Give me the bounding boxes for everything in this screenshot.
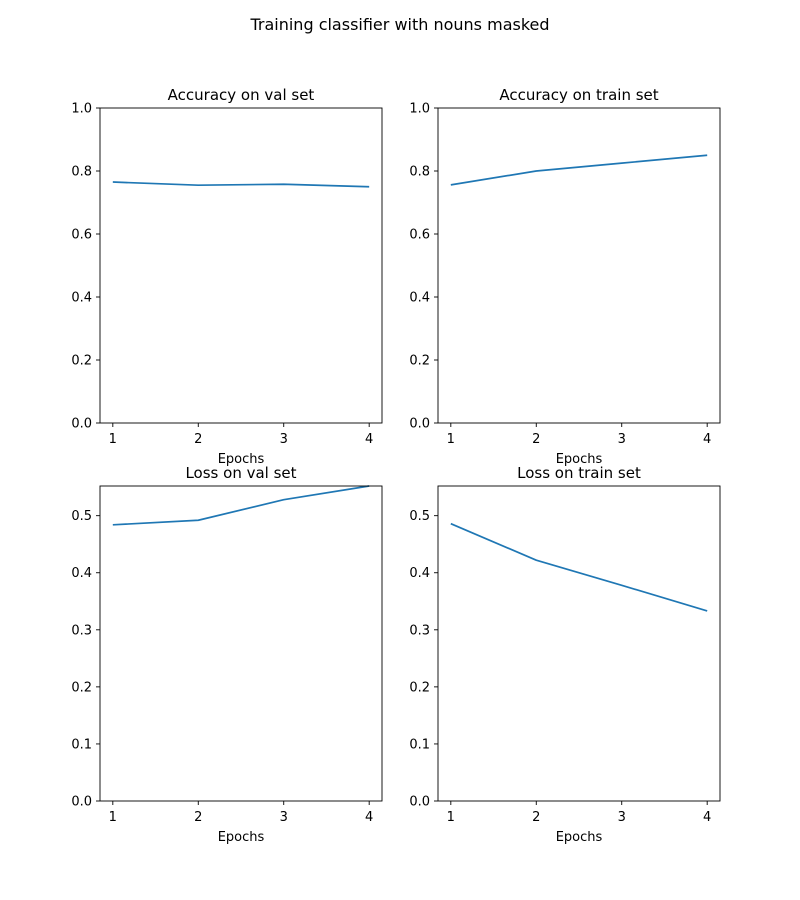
axes-frame — [99, 107, 383, 424]
y-tick-label: 0.5 — [71, 509, 92, 524]
y-tick-label: 0.2 — [71, 354, 92, 369]
y-tick-label: 0.8 — [71, 165, 92, 180]
subplot-title: Loss on val set — [185, 464, 296, 482]
y-tick-label: 0.4 — [409, 566, 430, 581]
subplot-title: Accuracy on val set — [168, 86, 315, 104]
subplot-title: Loss on train set — [517, 464, 641, 482]
y-tick-label: 0.2 — [409, 354, 430, 369]
x-tick-label: 3 — [280, 432, 288, 447]
x-tick-label: 4 — [365, 810, 373, 825]
y-tick-label: 0.4 — [409, 291, 430, 306]
x-axis-label: Epochs — [218, 830, 265, 845]
subplot-4: Loss on train set 1 2 3 4 0.0 0.1 0.2 0.3 0.4 0.5 E… — [409, 464, 721, 845]
y-tick-label: 0.2 — [409, 680, 430, 695]
y-tick-label: 0.0 — [71, 795, 92, 810]
subplot-title: Accuracy on train set — [499, 86, 658, 104]
y-tick-label: 0.8 — [409, 165, 430, 180]
y-tick-label: 0.0 — [409, 795, 430, 810]
y-tick-label: 1.0 — [71, 102, 92, 117]
axes-frame — [437, 485, 721, 802]
series-line — [450, 154, 708, 186]
x-axis-label: Epochs — [556, 452, 603, 467]
y-tick-label: 0.3 — [409, 623, 430, 638]
x-axis-label: Epochs — [556, 830, 603, 845]
x-tick-label: 3 — [618, 810, 626, 825]
y-tick-label: 0.1 — [71, 737, 92, 752]
y-tick-label: 0.4 — [71, 291, 92, 306]
y-tick-label: 0.6 — [409, 228, 430, 243]
series-line — [112, 181, 370, 188]
x-axis-label: Epochs — [218, 452, 265, 467]
y-tick-label: 0.6 — [71, 228, 92, 243]
y-tick-label: 0.0 — [409, 417, 430, 432]
subplot-grid: Accuracy on val set 1 2 3 4 0.0 0.2 0.4 0.6 0.8 1.… — [71, 86, 721, 845]
series-line — [112, 485, 370, 526]
y-tick-label: 0.5 — [409, 509, 430, 524]
x-tick-label: 1 — [109, 432, 117, 447]
axes-frame — [99, 485, 383, 802]
x-tick-label: 2 — [532, 810, 540, 825]
subplot-2: Accuracy on train set 1 2 3 4 0.0 0.2 0.4 0.6 0.8… — [409, 86, 721, 467]
x-tick-label: 3 — [618, 432, 626, 447]
x-tick-label: 2 — [194, 810, 202, 825]
x-tick-label: 1 — [109, 810, 117, 825]
axes-frame — [437, 107, 721, 424]
x-tick-label: 4 — [703, 810, 711, 825]
y-tick-label: 0.4 — [71, 566, 92, 581]
x-tick-label: 1 — [447, 432, 455, 447]
subplot-1: Accuracy on val set 1 2 3 4 0.0 0.2 0.4 0.6 0.8 1.… — [71, 86, 383, 467]
y-tick-label: 0.0 — [71, 417, 92, 432]
y-tick-label: 0.2 — [71, 680, 92, 695]
subplot-3: Loss on val set 1 2 3 4 0.0 0.1 0.2 0.3 0.4 0.5 Epo… — [71, 464, 383, 845]
x-tick-label: 4 — [703, 432, 711, 447]
x-tick-label: 2 — [194, 432, 202, 447]
y-tick-label: 1.0 — [409, 102, 430, 117]
x-tick-label: 2 — [532, 432, 540, 447]
y-tick-label: 0.3 — [71, 623, 92, 638]
series-line — [450, 522, 708, 612]
x-tick-label: 3 — [280, 810, 288, 825]
x-tick-label: 4 — [365, 432, 373, 447]
x-tick-label: 1 — [447, 810, 455, 825]
y-tick-label: 0.1 — [409, 737, 430, 752]
figure-title: Training classifier with nouns masked — [249, 15, 549, 34]
